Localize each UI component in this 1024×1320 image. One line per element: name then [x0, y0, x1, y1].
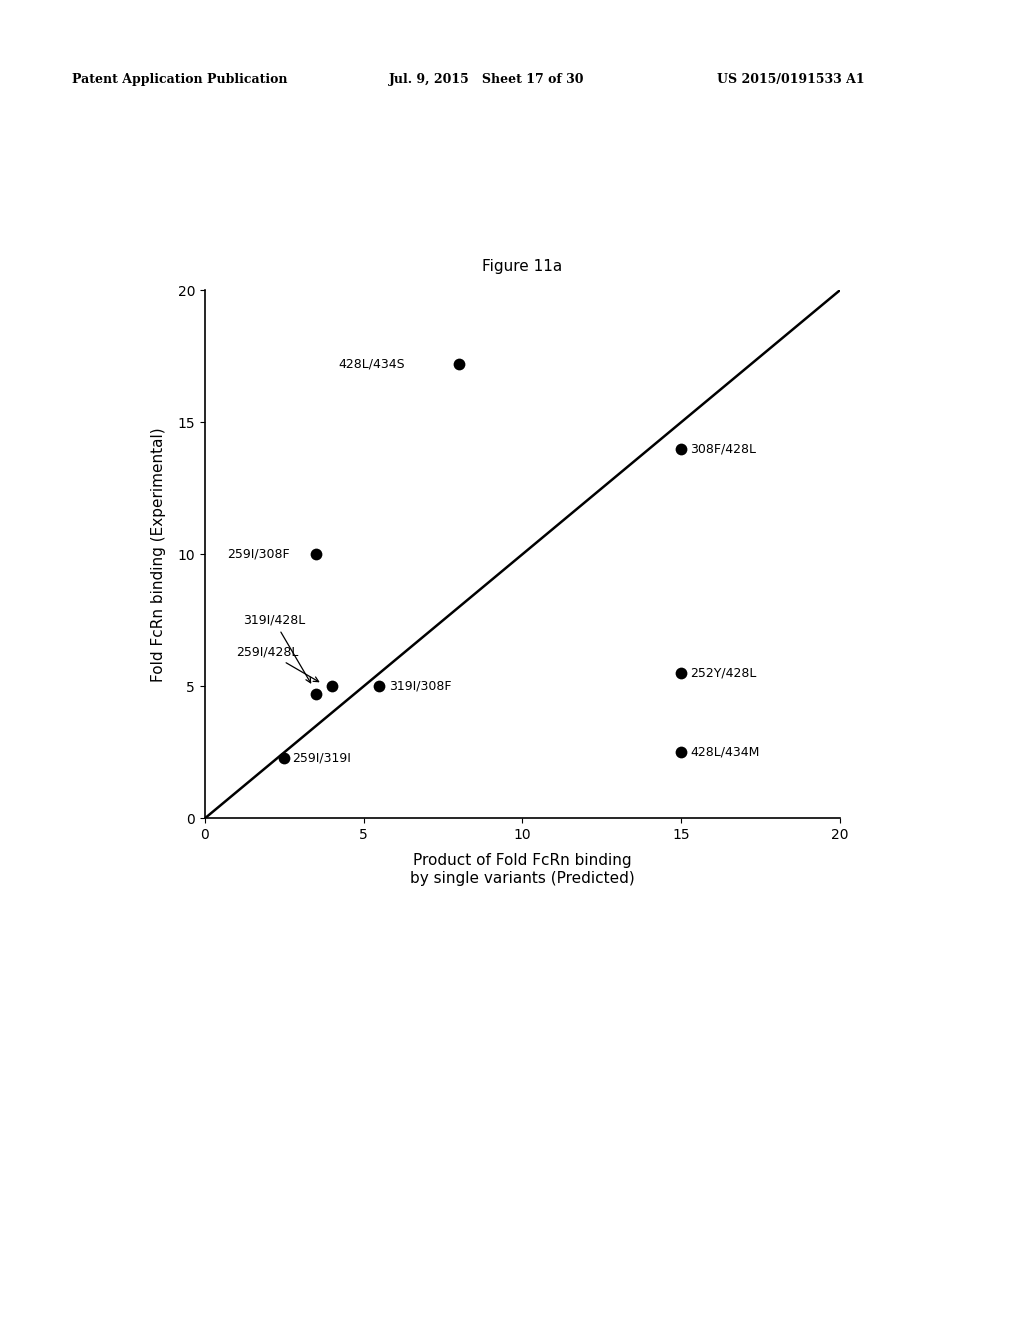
Text: 428L/434S: 428L/434S [338, 358, 404, 371]
Text: US 2015/0191533 A1: US 2015/0191533 A1 [717, 73, 864, 86]
Point [673, 742, 689, 763]
Text: 259I/428L: 259I/428L [237, 645, 318, 681]
Point [308, 684, 325, 705]
Point [673, 663, 689, 684]
Text: 259I/308F: 259I/308F [227, 548, 290, 561]
Text: 259I/319I: 259I/319I [292, 751, 351, 764]
Point [324, 676, 340, 697]
Point [673, 438, 689, 459]
X-axis label: Product of Fold FcRn binding
by single variants (Predicted): Product of Fold FcRn binding by single v… [410, 853, 635, 886]
Point [451, 354, 467, 375]
Text: Patent Application Publication: Patent Application Publication [72, 73, 287, 86]
Point [308, 544, 325, 565]
Text: 319I/428L: 319I/428L [243, 614, 310, 682]
Text: 428L/434M: 428L/434M [690, 746, 760, 759]
Text: 319I/308F: 319I/308F [389, 680, 452, 693]
Y-axis label: Fold FcRn binding (Experimental): Fold FcRn binding (Experimental) [152, 428, 166, 681]
Title: Figure 11a: Figure 11a [482, 259, 562, 275]
Point [276, 747, 293, 768]
Text: Jul. 9, 2015   Sheet 17 of 30: Jul. 9, 2015 Sheet 17 of 30 [389, 73, 585, 86]
Text: 252Y/428L: 252Y/428L [690, 667, 757, 680]
Text: 308F/428L: 308F/428L [690, 442, 757, 455]
Point [372, 676, 388, 697]
